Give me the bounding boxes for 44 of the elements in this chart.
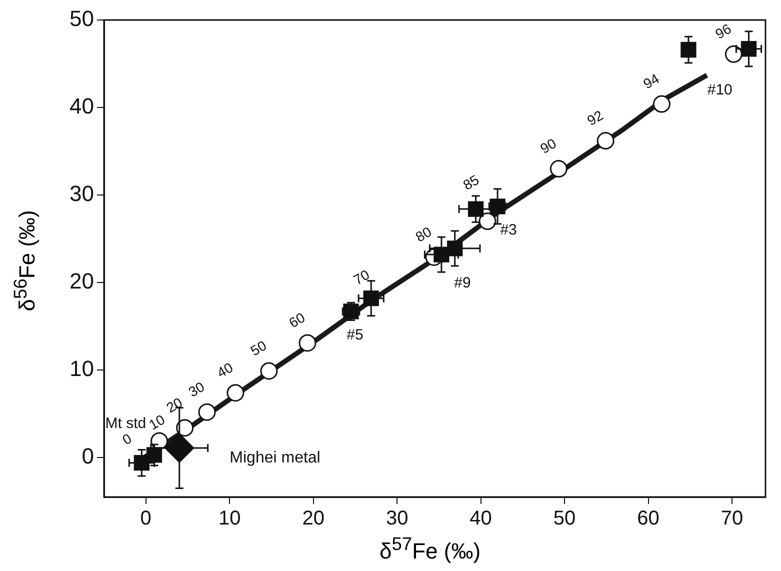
y-tick-label: 50 xyxy=(70,6,94,32)
annotation: 60 xyxy=(286,309,308,331)
point xyxy=(260,362,278,380)
y-tick-label: 20 xyxy=(70,268,94,294)
y-tick-label: 0 xyxy=(82,444,94,469)
point xyxy=(596,132,614,150)
x-tick-label: 30 xyxy=(386,508,408,530)
annotation: 10 xyxy=(146,411,168,433)
annotation: Mighei metal xyxy=(230,449,320,466)
annotation: #5 xyxy=(346,326,364,344)
annotation: 90 xyxy=(537,134,560,157)
annotation: 85 xyxy=(460,171,482,194)
y-tick-label: 10 xyxy=(70,356,94,382)
annotation: #10 xyxy=(707,81,732,98)
point xyxy=(680,42,696,58)
point xyxy=(176,419,194,437)
y-tick-label: 30 xyxy=(70,181,94,206)
annotation: Mt std xyxy=(105,415,146,432)
x-axis-title: δ$^{57}$Fe (‰) xyxy=(378,533,482,564)
annotation: 70 xyxy=(350,266,372,288)
x-tick-label: 60 xyxy=(637,508,660,530)
point xyxy=(478,212,496,230)
y-tick-label: 40 xyxy=(70,94,94,119)
annotation: 94 xyxy=(640,70,662,92)
point xyxy=(198,403,216,421)
annotation: #3 xyxy=(500,222,517,239)
annotation: 0 xyxy=(120,430,134,448)
annotation: 50 xyxy=(248,337,270,359)
x-tick-label: 20 xyxy=(302,508,324,530)
x-tick-label: 40 xyxy=(470,508,492,530)
point xyxy=(226,384,244,402)
x-tick-label: 10 xyxy=(218,508,241,530)
point xyxy=(652,95,670,113)
x-tick-label: 70 xyxy=(720,508,744,530)
annotation: 92 xyxy=(584,106,606,129)
point xyxy=(550,160,568,178)
annotation: 30 xyxy=(186,378,208,400)
annotation: 80 xyxy=(412,223,434,246)
x-tick-label: 50 xyxy=(553,508,576,530)
x-tick-label: 0 xyxy=(140,508,152,530)
point xyxy=(298,334,316,352)
annotation: 96 xyxy=(712,20,734,42)
annotation: #9 xyxy=(454,274,471,292)
annotation: 40 xyxy=(214,358,236,381)
